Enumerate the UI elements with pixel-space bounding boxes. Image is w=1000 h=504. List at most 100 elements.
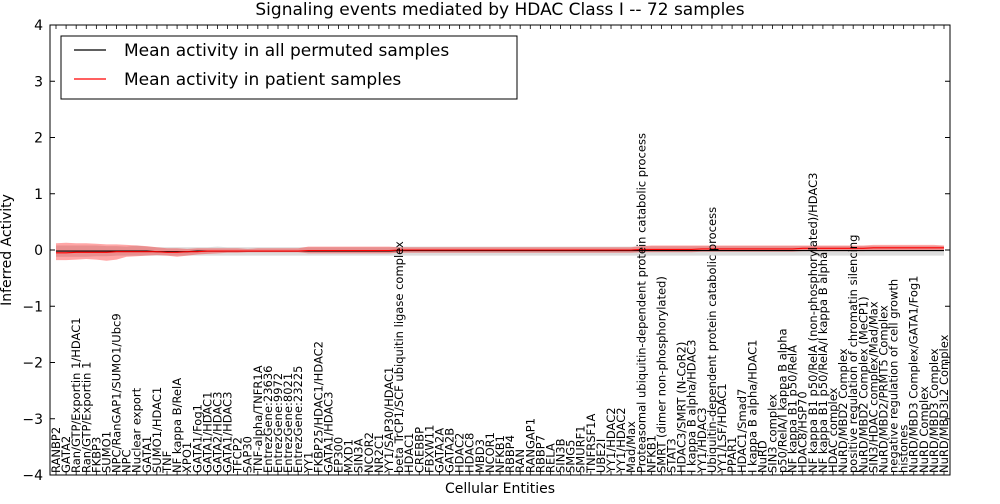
x-category-label: EntrezGene:23225 xyxy=(291,366,305,473)
x-category-label: Nuclear export xyxy=(130,387,144,473)
legend-box xyxy=(60,35,518,100)
x-category-label: NuRD/MBD2 Complex (MeCP1) xyxy=(856,296,870,473)
legend: Mean activity in all permuted samples Me… xyxy=(60,35,518,100)
legend-label-permuted: Mean activity in all permuted samples xyxy=(124,41,449,61)
x-category-label: NuRD xyxy=(755,440,769,473)
x-category-label: YY1/SAP30/HDAC1 xyxy=(382,367,396,474)
x-category-label: NuRD Complex xyxy=(917,386,931,473)
x-category-label: Proteasomal ubiquitin-dependent protein … xyxy=(634,133,648,473)
x-category-label: FKBP3 xyxy=(89,437,103,473)
x-category-label: RAN xyxy=(513,449,527,473)
x-category-label: SUMO1/HDAC1 xyxy=(150,387,164,473)
x-category-label: histones xyxy=(897,425,911,473)
y-tick-label: −3 xyxy=(22,412,43,428)
x-category-label: NF kappa B1 p50/RelA (non-phosphorylated… xyxy=(806,173,820,473)
x-category-label: NuRD/MBD3 Complex xyxy=(927,348,941,473)
x-category-label: EntrezGene:23636 xyxy=(261,366,275,473)
x-category-label: beta TrCP1/SCF ubiquitin ligase complex xyxy=(392,241,406,473)
chart-title: Signaling events mediated by HDAC Class … xyxy=(255,0,744,20)
x-category-label: GATA2 xyxy=(59,436,73,473)
x-category-label: TNF-alpha/TNFR1A xyxy=(251,365,265,474)
x-category-label: SIN3 complex xyxy=(766,394,780,473)
x-category-label: TFCP2 xyxy=(231,437,245,474)
x-category-label: I kappa B alpha/HDAC3 xyxy=(685,340,699,473)
x-category-label: PPAR1 xyxy=(725,437,739,473)
x-category-label: NuRD/MBD3L2 Complex xyxy=(937,334,951,473)
x-category-label: TNF xyxy=(160,451,174,474)
x-category-label: XPO1 xyxy=(180,442,194,473)
x-category-label: Ran/GTP/Exportin 1 xyxy=(79,362,93,473)
x-category-label: HDAC1/Smad7 xyxy=(735,389,749,473)
y-tick-label: 1 xyxy=(34,187,43,203)
x-category-label: Ran/GTP/Exportin 1/HDAC1 xyxy=(69,317,83,473)
y-tick-label: 3 xyxy=(34,74,43,90)
x-category-label: RANBP2 xyxy=(49,427,63,473)
y-axis-label: Inferred Activity xyxy=(0,194,15,306)
y-tick-label: 4 xyxy=(34,18,43,34)
x-category-label: SUMO1 xyxy=(100,431,114,473)
x-category-label: HDAC8/HSP70 xyxy=(796,391,810,473)
legend-label-patient: Mean activity in patient samples xyxy=(124,70,401,90)
x-category-label: HDAC1 xyxy=(402,433,416,473)
x-category-label: EntrezGene:9972 xyxy=(271,373,285,473)
x-category-label: SIN3/HDAC complex/Mad/Max xyxy=(866,301,880,473)
x-category-label: YY1/HDAC2 xyxy=(614,407,628,474)
x-category-label: RANGAP1 xyxy=(523,418,537,473)
x-category-label: RELA xyxy=(544,443,558,473)
x-category-label: Ubiquitin-dependent protein catabolic pr… xyxy=(705,207,719,473)
x-category-label: YY1/HDAC3 xyxy=(695,407,709,474)
x-category-label: HDAC8 xyxy=(463,433,477,473)
x-category-label: SMURF1 xyxy=(574,425,588,473)
x-category-label: CREBBP xyxy=(412,427,426,473)
x-category-label: GATA2/HDAC3 xyxy=(211,392,225,473)
x-category-label: NR2C1 xyxy=(372,434,386,473)
x-category-label: GATA1/HDAC3 xyxy=(322,392,336,473)
x-category-label: GATA2A xyxy=(433,428,447,473)
x-category-label: NFKB1 xyxy=(493,435,507,473)
x-category-label: HDAC complex xyxy=(826,387,840,473)
x-category-label: positive regulation of chromatin silenci… xyxy=(846,235,860,473)
x-category-label: RBBP7 xyxy=(533,435,547,473)
x-category-label: NF kappa B/RelA xyxy=(170,378,184,473)
x-category-label: I kappa B alpha/HDAC1 xyxy=(745,340,759,473)
x-category-label: EntrezGene:8021 xyxy=(281,373,295,473)
series-lines xyxy=(56,247,944,254)
x-category-label: NCOR2 xyxy=(362,432,376,473)
x-category-label: NFKB1 xyxy=(644,435,658,473)
x-category-label: FKBP25/HDAC1/HDAC2 xyxy=(311,341,325,473)
x-category-label: NF kappa B1 p50/RelA xyxy=(786,345,800,473)
x-category-label: SAP30 xyxy=(241,436,255,473)
x-category-label: STAT3 xyxy=(665,438,679,473)
x-category-label: NuRD/MBD2/PRMT5 Complex xyxy=(877,305,891,473)
x-category-label: HDAC2 xyxy=(453,433,467,473)
x-category-label: UBE2I xyxy=(594,439,608,473)
x-category-label: GATA1 xyxy=(140,436,154,473)
x-category-label: NPC/RanGAP1/SUMO1/Ubc9 xyxy=(110,313,124,473)
x-category-label: NPC xyxy=(120,449,134,473)
series-line-patient xyxy=(56,247,944,254)
x-category-label: GATA2B xyxy=(443,428,457,473)
x-category-label: p50/RelA/I kappa B alpha xyxy=(776,328,790,473)
x-category-label: EP300 xyxy=(332,437,346,473)
x-category-label: FBXW11 xyxy=(422,425,436,473)
x-category-label: NCOR1 xyxy=(483,432,497,473)
x-category-label: SIN3B xyxy=(554,438,568,473)
x-axis-label: Cellular Entities xyxy=(445,481,555,497)
y-tick-label: −4 xyxy=(22,468,43,484)
y-tick-label: 0 xyxy=(34,243,43,259)
x-category-label: negative regulation of cell growth xyxy=(887,279,901,473)
x-category-label: RBBP4 xyxy=(503,435,517,473)
y-tick-label: 2 xyxy=(34,131,43,147)
x-category-label: NuRD/MBD2 Complex xyxy=(836,348,850,473)
x-category-label: TNFRSF1A xyxy=(584,414,598,474)
x-category-label: NuRD/MBD3 Complex/GATA1/Fog1 xyxy=(907,276,921,474)
y-axis-ticks: −4 −3 −2 −1 0 1 2 3 4 xyxy=(22,18,950,484)
x-category-label: SIN3A xyxy=(352,438,366,473)
x-category-label: GATA1/HDAC3 xyxy=(221,392,235,473)
y-tick-label: −2 xyxy=(22,356,43,372)
x-category-label: NF kappa B1 p50/RelA/I kappa B alpha xyxy=(816,252,830,473)
band-patient-spread xyxy=(56,242,944,261)
x-category-label: YY1/HDAC2 xyxy=(604,407,618,474)
